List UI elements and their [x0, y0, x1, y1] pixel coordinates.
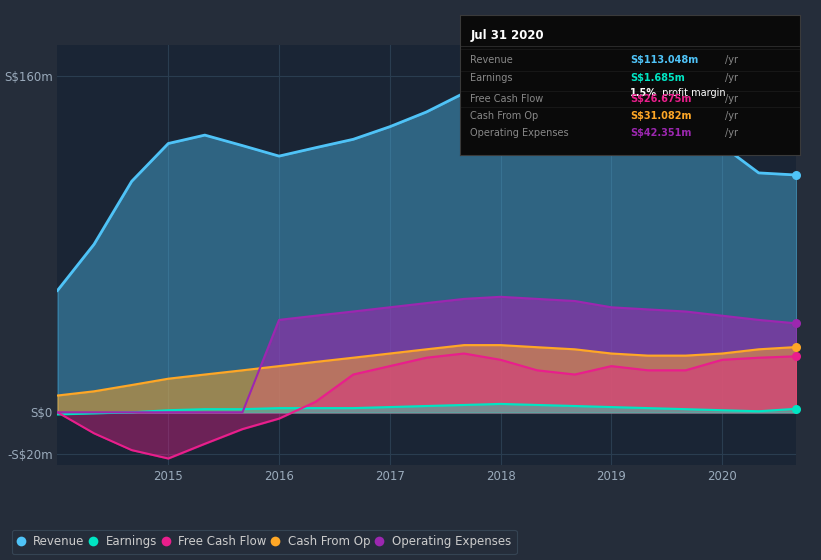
Legend: Revenue, Earnings, Free Cash Flow, Cash From Op, Operating Expenses: Revenue, Earnings, Free Cash Flow, Cash …: [11, 530, 516, 554]
Text: profit margin: profit margin: [659, 88, 726, 99]
Text: /yr: /yr: [725, 111, 738, 121]
Text: Operating Expenses: Operating Expenses: [470, 128, 569, 138]
Point: [790, 170, 803, 179]
Text: Free Cash Flow: Free Cash Flow: [470, 94, 544, 104]
Text: S$113.048m: S$113.048m: [630, 55, 698, 65]
Text: S$42.351m: S$42.351m: [630, 128, 691, 138]
Text: /yr: /yr: [725, 128, 738, 138]
Point: [790, 319, 803, 328]
Text: /yr: /yr: [725, 55, 738, 65]
Point: [790, 404, 803, 413]
Text: S$1.685m: S$1.685m: [630, 73, 685, 83]
Text: /yr: /yr: [725, 73, 738, 83]
Text: S$31.082m: S$31.082m: [630, 111, 691, 121]
Text: Cash From Op: Cash From Op: [470, 111, 539, 121]
Point: [790, 343, 803, 352]
Text: S$26.675m: S$26.675m: [630, 94, 691, 104]
Text: 1.5%: 1.5%: [630, 88, 657, 99]
Text: Revenue: Revenue: [470, 55, 513, 65]
Text: Jul 31 2020: Jul 31 2020: [470, 29, 544, 42]
Text: /yr: /yr: [725, 94, 738, 104]
Point: [790, 352, 803, 361]
Text: Earnings: Earnings: [470, 73, 512, 83]
